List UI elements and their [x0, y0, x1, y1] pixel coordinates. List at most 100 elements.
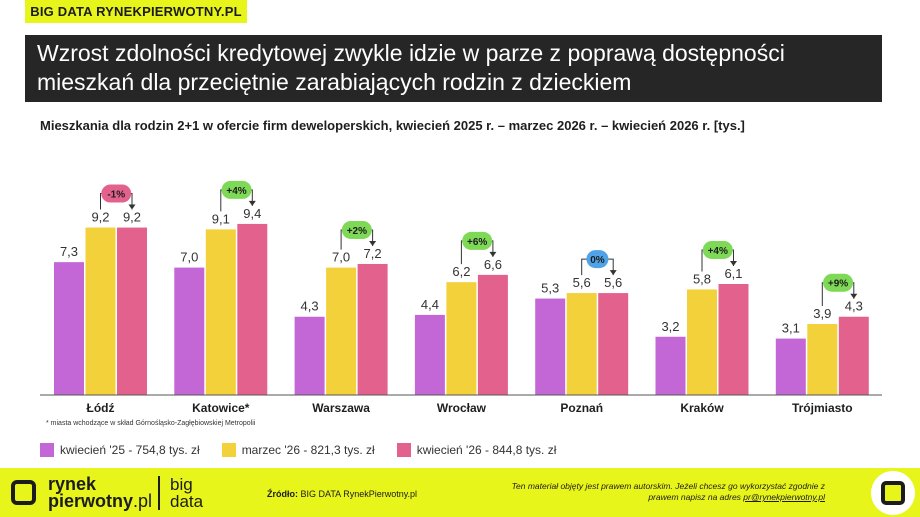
bar-2-2 [357, 263, 388, 395]
page-title: Wzrost zdolności kredytowej zwykle idzie… [25, 35, 882, 102]
change-arrow-icon [489, 251, 497, 257]
bar-3-0 [414, 314, 445, 395]
bar-value-label: 9,4 [243, 206, 261, 221]
logo-bigdata: big data [170, 476, 203, 510]
bar-0-1 [85, 227, 116, 395]
bar-value-label: 5,6 [604, 275, 622, 290]
bar-5-1 [687, 289, 717, 395]
title-line-2: mieszkań dla przeciętnie zarabiających r… [37, 69, 632, 95]
legend-swatch-apr25 [40, 443, 54, 457]
chart-legend: kwiecień '25 - 754,8 tys. zł marzec '26 … [40, 443, 556, 457]
logo-big-text: big [170, 475, 193, 494]
bar-value-label: 7,0 [180, 250, 198, 265]
change-badge-label: 0% [590, 255, 605, 266]
bar-value-label: 4,4 [421, 297, 439, 312]
bar-value-label: 3,2 [661, 319, 679, 334]
change-badge-label: +6% [467, 237, 487, 248]
category-label: Poznań [560, 401, 603, 415]
change-arrow-icon [248, 200, 256, 206]
bar-4-0 [535, 298, 566, 395]
copyright-note: Ten materiał objęty jest prawem autorski… [495, 481, 825, 503]
logo-pl-text: .pl [133, 491, 153, 511]
bar-2-1 [326, 267, 357, 395]
change-arrow-icon [128, 204, 136, 210]
bar-1-0 [174, 267, 205, 395]
change-arrow-icon [730, 260, 737, 266]
change-badge [586, 250, 609, 269]
legend-label-apr25: kwiecień '25 - 754,8 tys. zł [60, 443, 200, 457]
corner-logo-icon [881, 481, 905, 505]
change-badge [101, 184, 132, 203]
bar-value-label: 6,1 [724, 266, 742, 281]
change-badge-label: +9% [828, 279, 848, 290]
bar-5-2 [718, 283, 749, 395]
bar-chart: 7,3 9,2 9,2 Łódź -1% 7,0 9,1 9,4 Katowice* +4% 4,3… [40, 180, 882, 415]
bar-4-1 [566, 293, 597, 395]
bar-value-label: 5,3 [541, 281, 559, 296]
change-badge [702, 240, 733, 259]
legend-item-apr26: kwiecień '26 - 844,8 tys. zł [396, 443, 557, 457]
bar-value-label: 7,2 [364, 246, 382, 261]
title-line-1: Wzrost zdolności kredytowej zwykle idzie… [37, 40, 785, 66]
footer: rynek pierwotny.pl big data Źródło: BIG … [0, 468, 920, 517]
bar-value-label: 4,3 [845, 299, 863, 314]
bar-value-label: 7,0 [332, 250, 350, 265]
legend-swatch-apr26 [396, 443, 411, 457]
logo-rynekpierwotny: rynek pierwotny.pl [48, 474, 153, 511]
copyright-email-link[interactable]: pr@rynekpierwotny.pl [743, 492, 825, 502]
change-badge [341, 220, 372, 239]
bar-5-0 [655, 336, 686, 395]
bar-0-0 [54, 262, 84, 395]
legend-label-apr26: kwiecień '26 - 844,8 tys. zł [416, 443, 557, 457]
bar-1-1 [205, 229, 236, 395]
category-label: Katowice* [192, 401, 250, 415]
bar-value-label: 6,6 [484, 257, 502, 272]
change-badge-label: +4% [708, 246, 728, 257]
bar-value-label: 9,1 [212, 211, 230, 226]
change-arrow-icon [369, 240, 377, 246]
bar-1-2 [237, 223, 268, 395]
logo-mark-icon [11, 480, 36, 505]
bar-value-label: 9,2 [91, 210, 109, 225]
change-badge [221, 180, 252, 199]
brand-tag: BIG DATA RYNEKPIERWOTNY.PL [25, 0, 247, 23]
bar-6-2 [838, 316, 869, 395]
legend-item-mar26: marzec '26 - 821,3 tys. zł [221, 443, 375, 457]
logo-pierwotny-text: pierwotny [48, 491, 134, 511]
change-badge-label: +2% [347, 226, 367, 237]
bar-6-1 [807, 324, 838, 395]
change-arrow-icon [609, 270, 617, 276]
logo-divider [158, 476, 160, 510]
change-badge [462, 231, 493, 250]
change-badge-label: +4% [226, 186, 246, 197]
legend-item-apr25: kwiecień '25 - 754,8 tys. zł [40, 443, 200, 457]
corner-logo-badge [871, 471, 915, 515]
change-badge [823, 273, 854, 292]
source-label: Źródło: [267, 489, 298, 499]
bar-value-label: 5,8 [693, 271, 711, 286]
copyright-text: Ten materiał objęty jest prawem autorski… [511, 481, 825, 502]
category-label: Warszawa [312, 401, 370, 415]
bar-value-label: 7,3 [60, 244, 78, 259]
bar-value-label: 5,6 [573, 275, 591, 290]
bar-2-0 [294, 316, 325, 395]
logo-data-text: data [170, 492, 204, 511]
bar-value-label: 6,2 [452, 264, 470, 279]
footnote: * miasta wchodzące w skład Górnośląsko-Z… [46, 420, 256, 427]
change-arrow-icon [850, 293, 858, 299]
category-label: Wrocław [437, 401, 487, 415]
logo-rynek-text: rynek [48, 474, 97, 494]
bar-3-2 [477, 274, 508, 395]
bar-4-2 [598, 293, 629, 395]
category-label: Kraków [680, 401, 724, 415]
legend-label-mar26: marzec '26 - 821,3 tys. zł [241, 443, 375, 457]
change-badge-label: -1% [107, 190, 125, 201]
bar-3-1 [446, 282, 477, 395]
bar-value-label: 4,3 [301, 299, 319, 314]
source-note: Źródło: BIG DATA RynekPierwotny.pl [267, 489, 417, 499]
category-label: Łódź [87, 401, 115, 415]
chart-subtitle: Mieszkania dla rodzin 2+1 w ofercie firm… [40, 118, 745, 133]
source-text: BIG DATA RynekPierwotny.pl [300, 489, 418, 499]
bar-0-2 [117, 227, 147, 395]
bar-value-label: 9,2 [123, 210, 141, 225]
